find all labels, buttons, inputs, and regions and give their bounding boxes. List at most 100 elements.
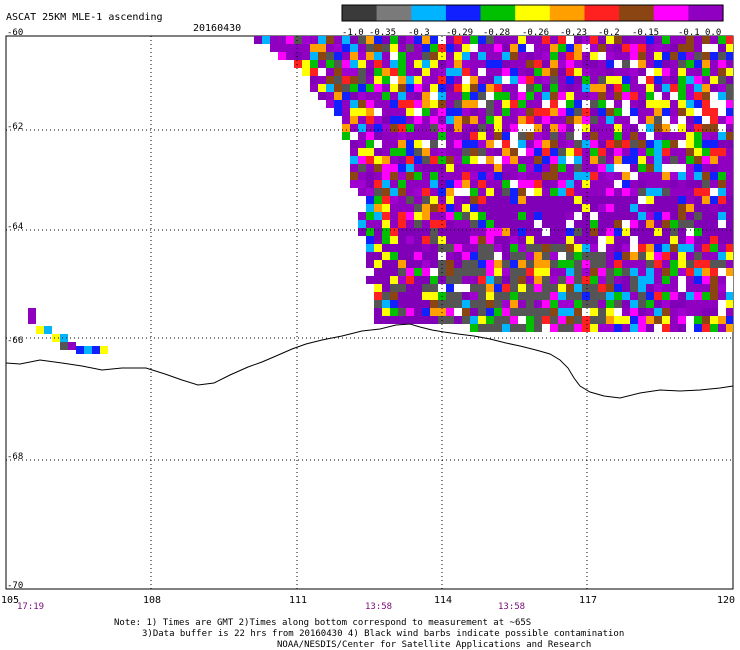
data-cell bbox=[710, 108, 718, 116]
data-cell bbox=[430, 108, 438, 116]
data-cell bbox=[590, 260, 598, 268]
data-cell bbox=[598, 196, 606, 204]
data-cell bbox=[582, 140, 590, 148]
data-cell bbox=[454, 76, 462, 84]
data-cell bbox=[702, 220, 710, 228]
colorbar-swatch bbox=[653, 5, 689, 21]
data-cell bbox=[390, 180, 398, 188]
data-cell bbox=[406, 76, 414, 84]
data-cell bbox=[374, 52, 382, 60]
data-cell bbox=[662, 60, 670, 68]
data-cell bbox=[630, 244, 638, 252]
data-cell bbox=[582, 116, 590, 124]
data-cell bbox=[558, 148, 566, 156]
data-cell bbox=[414, 220, 422, 228]
data-cell bbox=[606, 156, 614, 164]
data-cell bbox=[718, 172, 726, 180]
data-cell bbox=[614, 100, 622, 108]
data-cell bbox=[718, 324, 726, 332]
data-cell bbox=[430, 124, 438, 132]
data-cell bbox=[670, 100, 678, 108]
data-cell bbox=[574, 124, 582, 132]
data-cell bbox=[494, 100, 502, 108]
data-cell bbox=[414, 68, 422, 76]
data-cell bbox=[614, 196, 622, 204]
data-cell bbox=[350, 156, 358, 164]
data-cell bbox=[494, 236, 502, 244]
data-cell bbox=[542, 52, 550, 60]
data-cell bbox=[630, 36, 638, 44]
data-cell bbox=[638, 164, 646, 172]
data-cell bbox=[518, 316, 526, 324]
data-cell bbox=[718, 156, 726, 164]
data-cell bbox=[542, 260, 550, 268]
data-cell bbox=[494, 92, 502, 100]
data-cell bbox=[710, 124, 718, 132]
colorbar-label: -0.1 bbox=[678, 28, 700, 38]
data-cell bbox=[630, 292, 638, 300]
data-cell bbox=[574, 316, 582, 324]
data-cell bbox=[694, 124, 702, 132]
data-cell bbox=[598, 300, 606, 308]
data-cell bbox=[566, 260, 574, 268]
data-cell bbox=[646, 108, 654, 116]
time-label: 17:19 bbox=[17, 602, 44, 612]
data-cell bbox=[686, 84, 694, 92]
data-cell bbox=[598, 44, 606, 52]
data-cell bbox=[726, 180, 733, 188]
data-cell bbox=[382, 68, 390, 76]
colorbar-swatch bbox=[584, 5, 620, 21]
data-cell bbox=[678, 220, 686, 228]
data-cell bbox=[518, 268, 526, 276]
data-cell bbox=[654, 140, 662, 148]
data-cell bbox=[350, 44, 358, 52]
data-cell bbox=[390, 276, 398, 284]
data-cell bbox=[614, 108, 622, 116]
data-cell bbox=[358, 108, 366, 116]
data-cell bbox=[502, 36, 510, 44]
data-cell bbox=[470, 260, 478, 268]
data-cell bbox=[542, 252, 550, 260]
data-cell bbox=[598, 36, 606, 44]
data-cell bbox=[470, 84, 478, 92]
data-cell bbox=[374, 44, 382, 52]
data-cell bbox=[502, 148, 510, 156]
data-cell bbox=[606, 244, 614, 252]
data-cell bbox=[374, 268, 382, 276]
data-cell bbox=[294, 60, 302, 68]
data-cell bbox=[686, 276, 694, 284]
data-cell bbox=[614, 244, 622, 252]
data-cell bbox=[534, 68, 542, 76]
data-cell bbox=[662, 180, 670, 188]
data-cell bbox=[582, 92, 590, 100]
data-cell bbox=[598, 172, 606, 180]
data-cell bbox=[582, 172, 590, 180]
data-cell bbox=[406, 316, 414, 324]
data-cell bbox=[566, 100, 574, 108]
data-cell bbox=[390, 292, 398, 300]
data-cell bbox=[406, 252, 414, 260]
data-cell bbox=[702, 188, 710, 196]
data-cell bbox=[430, 44, 438, 52]
data-cell bbox=[574, 108, 582, 116]
data-cell bbox=[638, 124, 646, 132]
data-cell bbox=[462, 308, 470, 316]
data-cell bbox=[414, 156, 422, 164]
data-cell bbox=[558, 156, 566, 164]
data-cell bbox=[606, 324, 614, 332]
data-cell bbox=[518, 244, 526, 252]
data-cell bbox=[726, 300, 733, 308]
data-cell bbox=[686, 308, 694, 316]
data-cell bbox=[622, 276, 630, 284]
data-cell bbox=[638, 212, 646, 220]
data-cell bbox=[430, 260, 438, 268]
data-cell bbox=[558, 68, 566, 76]
data-cell bbox=[558, 44, 566, 52]
data-cell bbox=[518, 220, 526, 228]
data-cell bbox=[574, 260, 582, 268]
data-cell bbox=[462, 292, 470, 300]
data-cell bbox=[678, 44, 686, 52]
data-cell bbox=[542, 132, 550, 140]
data-cell bbox=[494, 180, 502, 188]
data-cell bbox=[446, 116, 454, 124]
